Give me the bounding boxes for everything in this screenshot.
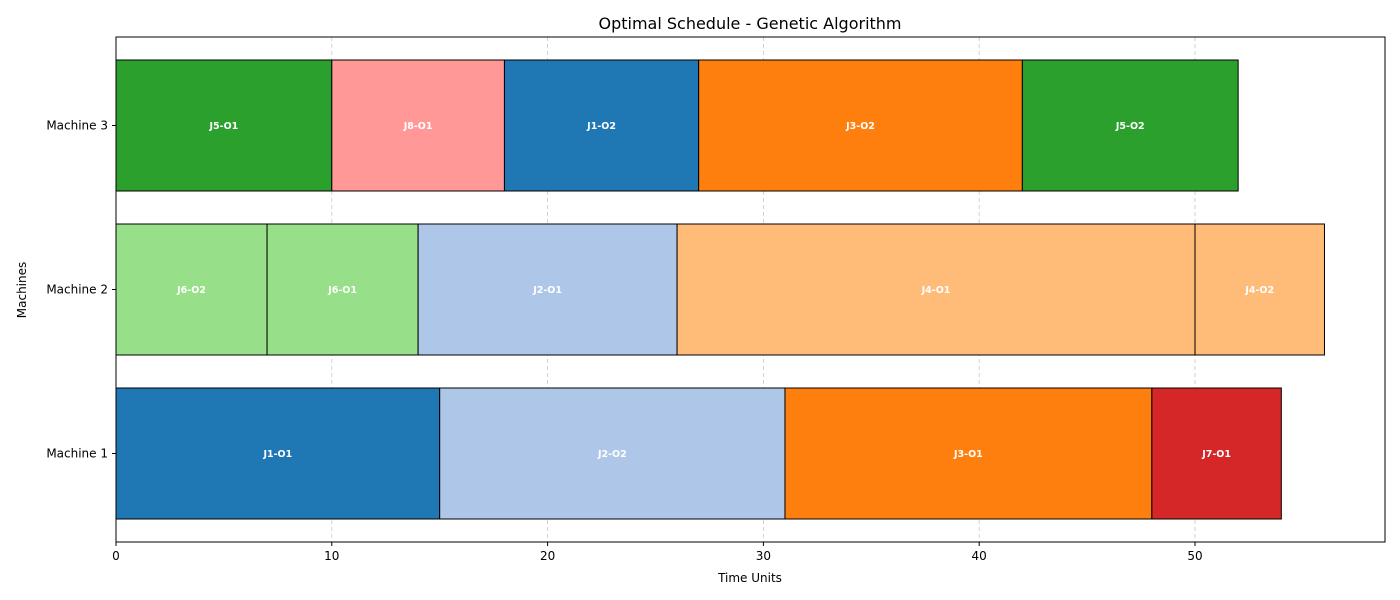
task-label: J8-O1 <box>403 121 433 132</box>
task-label: J5-O2 <box>1115 121 1145 132</box>
gantt-bar-j4-o2: J4-O2 <box>1194 223 1325 356</box>
y-axis-title: Machines <box>15 262 29 318</box>
gantt-bar-j3-o2: J3-O2 <box>698 59 1023 192</box>
task-bar <box>1194 223 1325 356</box>
y-tick-label: Machine 2 <box>46 283 108 297</box>
task-bar <box>115 59 333 192</box>
x-tick-label: 30 <box>756 549 771 563</box>
task-label: J2-O1 <box>532 285 562 296</box>
task-label: J5-O1 <box>209 121 239 132</box>
gantt-bar-j5-o2: J5-O2 <box>1021 59 1239 192</box>
gantt-bar-j4-o1: J4-O1 <box>676 223 1196 356</box>
task-label: J7-O1 <box>1201 449 1231 460</box>
x-tick-label: 20 <box>540 549 555 563</box>
gantt-bar-j7-o1: J7-O1 <box>1151 387 1282 520</box>
task-label: J4-O1 <box>921 285 951 296</box>
task-label: J3-O1 <box>953 449 983 460</box>
bar-layer: J1-O1 J2-O2 J3-O1 J7-O1 J6-O2 J6-O1 J2-O1 J4-O1… <box>115 59 1325 520</box>
gantt-bar-j2-o2: J2-O2 <box>439 387 786 520</box>
gantt-bar-j1-o2: J1-O2 <box>503 59 700 192</box>
task-label: J3-O2 <box>845 121 875 132</box>
x-axis-title: Time Units <box>717 571 782 585</box>
task-bar <box>331 59 505 192</box>
task-label: J4-O2 <box>1244 285 1274 296</box>
x-tick-label: 40 <box>972 549 987 563</box>
x-tick-label: 10 <box>324 549 339 563</box>
y-tick-label: Machine 3 <box>46 119 108 133</box>
task-bar <box>417 223 678 356</box>
task-bar <box>698 59 1023 192</box>
gantt-bar-j8-o1: J8-O1 <box>331 59 505 192</box>
task-bar <box>266 223 419 356</box>
y-tick-label: Machine 1 <box>46 447 108 461</box>
task-bar <box>439 387 786 520</box>
gantt-bar-j2-o1: J2-O1 <box>417 223 678 356</box>
gantt-bar-j6-o1: J6-O1 <box>266 223 419 356</box>
task-bar <box>1021 59 1239 192</box>
x-tick-label: 0 <box>112 549 120 563</box>
x-tick-label: 50 <box>1187 549 1202 563</box>
gantt-bar-j6-o2: J6-O2 <box>115 223 268 356</box>
task-bar <box>784 387 1153 520</box>
task-bar <box>115 223 268 356</box>
task-label: J1-O1 <box>262 449 292 460</box>
task-label: J6-O2 <box>176 285 206 296</box>
y-axis: Machine 1 Machine 2 Machine 3 <box>46 119 116 461</box>
gantt-bar-j1-o1: J1-O1 <box>115 387 441 520</box>
x-axis: 0 10 20 30 40 50 <box>112 542 1203 563</box>
task-bar <box>115 387 441 520</box>
task-bar <box>1151 387 1282 520</box>
task-label: J2-O2 <box>597 449 627 460</box>
gantt-bar-j5-o1: J5-O1 <box>115 59 333 192</box>
task-bar <box>503 59 700 192</box>
chart-title: Optimal Schedule - Genetic Algorithm <box>598 14 901 33</box>
gantt-bar-j3-o1: J3-O1 <box>784 387 1153 520</box>
task-label: J1-O2 <box>586 121 616 132</box>
task-label: J6-O1 <box>327 285 357 296</box>
